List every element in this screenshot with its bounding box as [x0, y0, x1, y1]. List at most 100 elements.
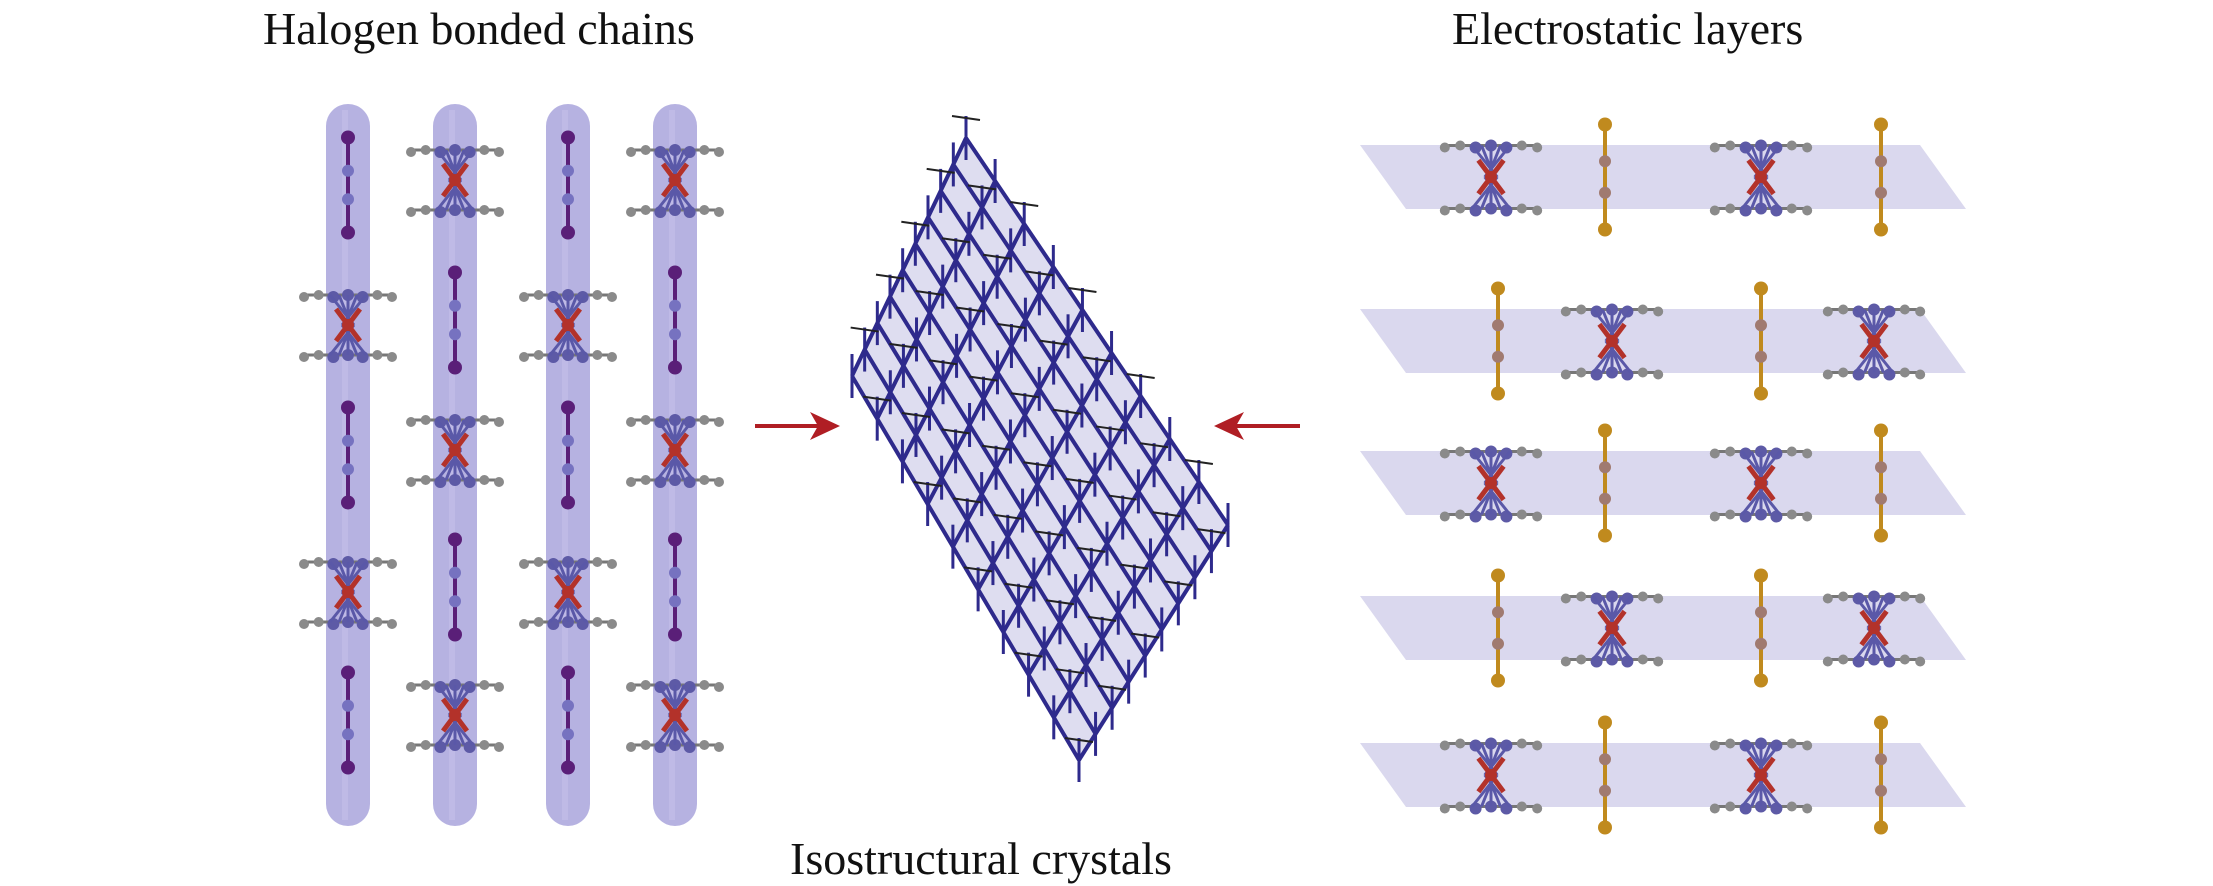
- carbon-atom: [1439, 448, 1450, 459]
- lattice-cp-ring: [1055, 668, 1085, 675]
- iodine-atom: [448, 360, 462, 375]
- carbon-atom: [479, 475, 490, 485]
- iodine-atom: [1755, 606, 1767, 619]
- carbon-atom: [313, 290, 324, 300]
- lattice-cp-ring: [1108, 494, 1137, 501]
- iron-atom: [342, 319, 354, 331]
- polyiodide-molecule: [448, 532, 462, 642]
- iodine-atom: [561, 225, 575, 240]
- lattice-bond: [900, 223, 1027, 463]
- lattice-cp-ring: [941, 428, 970, 435]
- iron-atom: [1606, 622, 1618, 634]
- iodine-atom: [341, 225, 355, 240]
- iodine-atom: [1755, 319, 1767, 332]
- lattice-cp-ring: [1120, 563, 1149, 570]
- carbon-atom: [1899, 304, 1910, 315]
- carbon-atom: [1709, 740, 1720, 751]
- iodine-atom: [668, 627, 682, 642]
- carbon-atom: [714, 207, 724, 217]
- carbon-atom: [1516, 203, 1527, 214]
- iodine-atom: [448, 532, 462, 547]
- carbon-atom: [420, 205, 431, 215]
- iodine-atom: [561, 130, 575, 145]
- carbon-atom: [299, 352, 309, 362]
- carbon-atom: [479, 740, 490, 750]
- iron-atom: [1755, 477, 1767, 489]
- carbon-atom: [479, 205, 490, 215]
- carbon-atom: [1802, 448, 1813, 459]
- iodine-atom: [1874, 715, 1888, 730]
- carbon-atom: [299, 292, 309, 302]
- carbon-atom: [714, 742, 724, 752]
- polyiodide-molecule: [341, 130, 355, 240]
- iodine-atom: [1874, 528, 1888, 543]
- lattice-cp-ring: [913, 481, 942, 487]
- ferrocene-molecule: [519, 289, 617, 363]
- ferrocene-molecule: [1709, 445, 1813, 523]
- carbon-atom: [1455, 446, 1466, 457]
- lattice-cp-ring: [1052, 408, 1082, 415]
- lattice-cp-ring: [967, 184, 997, 191]
- carbon-atom: [626, 742, 636, 752]
- iron-atom: [342, 586, 354, 598]
- carbon-atom: [1822, 656, 1833, 667]
- carbon-atom: [592, 290, 603, 300]
- lattice-cp-ring: [1184, 459, 1214, 465]
- carbon-atom: [299, 619, 309, 629]
- carbon-atom: [607, 619, 617, 629]
- iodine-atom: [449, 566, 461, 579]
- lattice-cp-ring: [926, 167, 955, 174]
- carbon-atom: [1838, 654, 1849, 665]
- iron-atom: [669, 709, 681, 721]
- ferrocene-molecule: [1560, 590, 1664, 668]
- carbon-atom: [1802, 511, 1813, 522]
- carbon-atom: [626, 147, 636, 157]
- lattice-cp-ring: [1004, 582, 1033, 589]
- lattice-cp-ring: [997, 323, 1026, 329]
- carbon-atom: [420, 415, 431, 425]
- carbon-atom: [1802, 142, 1813, 153]
- carbon-atom: [519, 619, 529, 629]
- iodine-atom: [1875, 492, 1887, 505]
- carbon-atom: [699, 145, 710, 155]
- iodine-atom: [1598, 820, 1612, 835]
- iron-atom: [669, 174, 681, 186]
- left-title: Halogen bonded chains: [263, 3, 695, 54]
- carbon-atom: [1516, 801, 1527, 812]
- polyiodide-molecule: [668, 532, 682, 642]
- carbon-atom: [640, 415, 651, 425]
- iodine-atom: [449, 299, 461, 312]
- polyiodide-molecule: [1874, 117, 1888, 237]
- iron-atom: [562, 319, 574, 331]
- iodine-atom: [1875, 784, 1887, 797]
- carbon-atom: [519, 352, 529, 362]
- carbon-atom: [626, 417, 636, 427]
- carbon-atom: [1455, 203, 1466, 214]
- carbon-atom: [420, 680, 431, 690]
- iodine-atom: [1874, 820, 1888, 835]
- lattice-cp-ring: [1088, 615, 1117, 622]
- carbon-atom: [1802, 205, 1813, 216]
- carbon-atom: [1822, 369, 1833, 380]
- carbon-atom: [1709, 448, 1720, 459]
- carbon-atom: [387, 619, 397, 629]
- carbon-atom: [1516, 509, 1527, 520]
- iron-atom: [449, 709, 461, 721]
- iodine-atom: [341, 665, 355, 680]
- ferrocene-molecule: [1709, 139, 1813, 217]
- lattice-bond: [951, 309, 1085, 548]
- carbon-atom: [313, 617, 324, 627]
- carbon-atom: [420, 740, 431, 750]
- carbon-atom: [1822, 306, 1833, 317]
- carbon-atom: [1653, 369, 1664, 380]
- iodine-atom: [341, 130, 355, 145]
- iodine-atom: [1492, 637, 1504, 650]
- lattice-cp-ring: [850, 326, 879, 333]
- carbon-atom: [1576, 367, 1587, 378]
- carbon-atom: [1838, 591, 1849, 602]
- polyiodide-molecule: [1874, 423, 1888, 543]
- carbon-atom: [533, 617, 544, 627]
- carbon-atom: [479, 415, 490, 425]
- lattice-cp-ring: [1010, 392, 1040, 399]
